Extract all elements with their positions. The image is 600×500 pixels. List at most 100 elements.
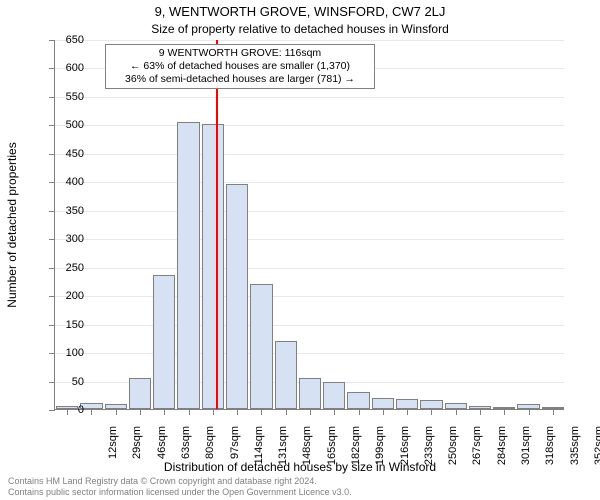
x-tick: [91, 409, 92, 415]
footer-line-2: Contains public sector information licen…: [8, 487, 352, 498]
y-tick: [49, 40, 55, 41]
y-tick: [49, 239, 55, 240]
x-tick-label: 131sqm: [277, 426, 289, 476]
bar: [420, 400, 442, 409]
chart-container: 9, WENTWORTH GROVE, WINSFORD, CW7 2LJ Si…: [0, 0, 600, 500]
x-tick: [334, 409, 335, 415]
y-tick-label: 250: [66, 262, 84, 274]
x-tick-label: 114sqm: [253, 426, 265, 476]
y-tick: [49, 211, 55, 212]
x-tick-label: 97sqm: [229, 426, 241, 476]
bar: [153, 275, 175, 409]
x-tick: [407, 409, 408, 415]
x-tick-label: 182sqm: [350, 426, 362, 476]
x-tick: [164, 409, 165, 415]
y-tick-label: 50: [72, 376, 84, 388]
annotation-line-1: 9 WENTWORTH GROVE: 116sqm: [110, 47, 370, 60]
x-axis-title: Distribution of detached houses by size …: [0, 460, 600, 474]
x-tick: [529, 409, 530, 415]
x-tick-label: 216sqm: [399, 426, 411, 476]
y-tick-label: 500: [66, 119, 84, 131]
x-tick: [189, 409, 190, 415]
x-tick-label: 165sqm: [326, 426, 338, 476]
x-tick-label: 301sqm: [520, 426, 532, 476]
bar: [347, 392, 369, 409]
x-tick-label: 12sqm: [107, 426, 119, 476]
y-tick-label: 550: [66, 91, 84, 103]
x-tick-label: 250sqm: [447, 426, 459, 476]
x-tick: [359, 409, 360, 415]
bar: [177, 122, 199, 409]
y-tick-label: 0: [78, 404, 84, 416]
bar: [202, 124, 224, 409]
footer-attribution: Contains HM Land Registry data © Crown c…: [8, 476, 352, 498]
bar: [250, 284, 272, 409]
x-tick-label: 267sqm: [471, 426, 483, 476]
x-tick-label: 318sqm: [544, 426, 556, 476]
x-tick-label: 199sqm: [374, 426, 386, 476]
x-tick: [213, 409, 214, 415]
x-tick: [286, 409, 287, 415]
x-tick: [383, 409, 384, 415]
x-tick-label: 233sqm: [423, 426, 435, 476]
gridline: [55, 211, 564, 212]
y-tick: [49, 68, 55, 69]
x-tick: [237, 409, 238, 415]
y-tick: [49, 182, 55, 183]
plot-area: 9 WENTWORTH GROVE: 116sqm ← 63% of detac…: [54, 40, 564, 410]
x-tick: [504, 409, 505, 415]
bar: [372, 398, 394, 409]
y-tick-label: 450: [66, 148, 84, 160]
y-tick-label: 400: [66, 176, 84, 188]
y-tick-label: 600: [66, 62, 84, 74]
x-tick-label: 63sqm: [180, 426, 192, 476]
y-tick: [49, 296, 55, 297]
y-tick-label: 100: [66, 347, 84, 359]
y-tick: [49, 382, 55, 383]
gridline: [55, 40, 564, 41]
gridline: [55, 125, 564, 126]
y-tick: [49, 410, 55, 411]
x-tick-label: 284sqm: [496, 426, 508, 476]
y-tick-label: 350: [66, 205, 84, 217]
x-tick: [140, 409, 141, 415]
x-tick-label: 352sqm: [593, 426, 600, 476]
gridline: [55, 353, 564, 354]
x-tick: [456, 409, 457, 415]
gridline: [55, 97, 564, 98]
chart-title: 9, WENTWORTH GROVE, WINSFORD, CW7 2LJ: [0, 4, 600, 19]
x-tick: [431, 409, 432, 415]
x-tick: [116, 409, 117, 415]
gridline: [55, 268, 564, 269]
gridline: [55, 325, 564, 326]
y-axis-title: Number of detached properties: [5, 142, 19, 307]
y-tick-label: 150: [66, 319, 84, 331]
bar: [275, 341, 297, 409]
footer-line-1: Contains HM Land Registry data © Crown c…: [8, 476, 352, 487]
reference-line: [216, 40, 218, 409]
gridline: [55, 182, 564, 183]
chart-subtitle: Size of property relative to detached ho…: [0, 22, 600, 36]
y-tick: [49, 325, 55, 326]
gridline: [55, 154, 564, 155]
x-tick-label: 335sqm: [569, 426, 581, 476]
y-tick-label: 200: [66, 290, 84, 302]
x-tick-label: 148sqm: [301, 426, 313, 476]
annotation-line-2: ← 63% of detached houses are smaller (1,…: [110, 60, 370, 73]
y-tick: [49, 154, 55, 155]
bar: [226, 184, 248, 409]
x-tick-label: 29sqm: [131, 426, 143, 476]
x-tick-label: 46sqm: [156, 426, 168, 476]
bar: [129, 378, 151, 409]
x-tick: [480, 409, 481, 415]
x-tick: [261, 409, 262, 415]
y-tick: [49, 353, 55, 354]
y-tick: [49, 268, 55, 269]
y-tick-label: 650: [66, 34, 84, 46]
x-tick-label: 80sqm: [204, 426, 216, 476]
y-tick: [49, 125, 55, 126]
gridline: [55, 239, 564, 240]
annotation-line-3: 36% of semi-detached houses are larger (…: [110, 73, 370, 86]
gridline: [55, 296, 564, 297]
bar: [396, 399, 418, 409]
